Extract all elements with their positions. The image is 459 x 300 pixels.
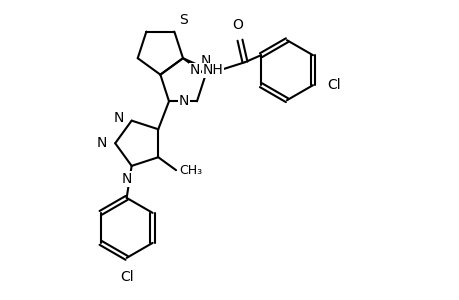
Text: N: N: [97, 136, 107, 150]
Text: N: N: [200, 54, 210, 68]
Text: S: S: [179, 13, 188, 27]
Text: O: O: [232, 18, 243, 32]
Text: N: N: [121, 172, 132, 186]
Text: CH₃: CH₃: [179, 164, 202, 177]
Text: N: N: [113, 111, 123, 124]
Text: N: N: [190, 63, 200, 77]
Text: NH: NH: [202, 63, 223, 77]
Text: Cl: Cl: [120, 270, 133, 284]
Text: N: N: [178, 94, 189, 108]
Text: Cl: Cl: [326, 78, 340, 92]
